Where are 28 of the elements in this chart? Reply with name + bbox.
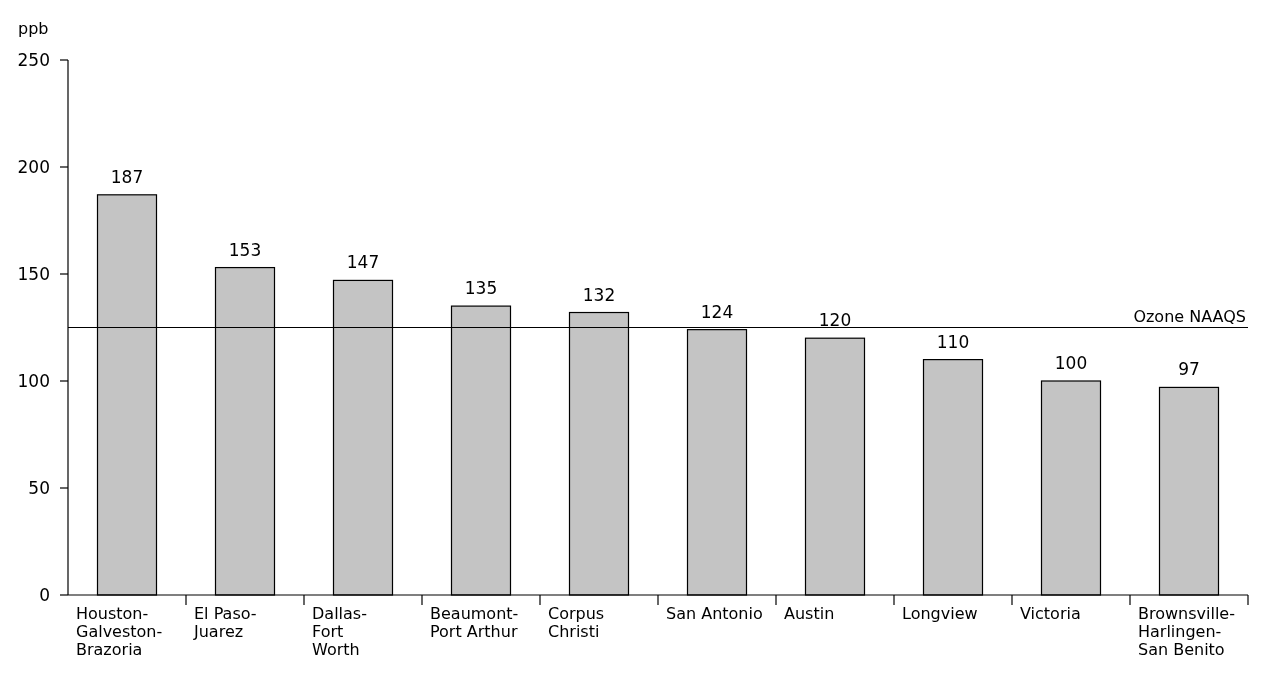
y-tick-label: 250 (17, 49, 50, 70)
y-tick-label: 200 (17, 156, 50, 177)
x-tick-label: El Paso- Juarez (193, 604, 257, 641)
y-tick-label: 100 (17, 370, 50, 391)
y-tick-label: 150 (17, 263, 50, 284)
data-label: 120 (818, 310, 852, 331)
data-label: 147 (346, 252, 380, 273)
data-label: 153 (228, 239, 262, 260)
data-label: 97 (1178, 359, 1200, 380)
x-tick-label: San Antonio (666, 604, 763, 623)
y-axis-title: ppb (18, 19, 49, 38)
x-tick-label: Beaumont- Port Arthur (430, 604, 519, 641)
x-tick-label: Victoria (1020, 604, 1081, 623)
data-label: 132 (582, 284, 616, 305)
x-tick-label: Longview (902, 604, 978, 623)
ref-line-label: Ozone NAAQS (1133, 306, 1246, 326)
y-tick-label: 50 (28, 477, 50, 498)
x-tick-label: Houston- Galveston- Brazoria (76, 604, 163, 659)
x-tick-label: Austin (784, 604, 835, 623)
x-tick-label: Brownsville- Harlingen- San Benito (1138, 604, 1235, 659)
data-label: 135 (464, 278, 498, 299)
y-tick-label: 0 (39, 584, 50, 605)
data-label: 110 (936, 331, 970, 352)
x-tick-label: Dallas- Fort Worth (312, 604, 367, 659)
data-label: 100 (1054, 353, 1088, 373)
x-tick-label: Corpus Christi (548, 604, 605, 641)
data-label: 124 (700, 301, 734, 322)
data-label: 187 (110, 166, 144, 187)
